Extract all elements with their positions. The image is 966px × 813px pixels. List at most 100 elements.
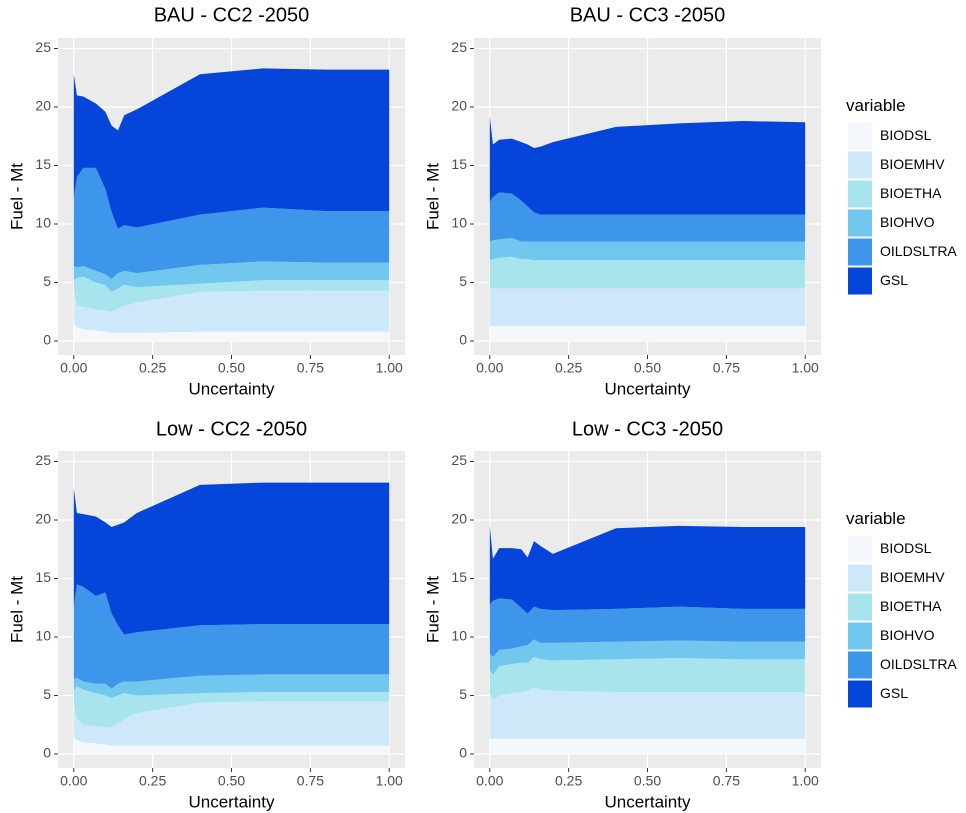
legend-swatch — [848, 238, 872, 266]
legend-label: BIODSL — [880, 540, 932, 556]
area-band — [73, 701, 390, 746]
legend-label: OILDSLTRA — [880, 656, 957, 672]
x-tick-label: 0.75 — [297, 773, 324, 789]
legend: variable BIODSL BIOEMHV BIOETHA BIOHVO OILDSL… — [846, 96, 957, 295]
x-tick-label: 0.50 — [634, 773, 661, 789]
legend-swatch — [848, 209, 872, 237]
y-tick-label: 10 — [451, 628, 467, 644]
x-tick-label: 1.00 — [376, 773, 403, 789]
area-band — [489, 738, 806, 754]
legend-swatch — [848, 267, 872, 295]
y-tick-label: 25 — [451, 452, 467, 468]
y-axis-label: Fuel - Mt — [423, 576, 442, 643]
legend: variable BIODSL BIOEMHV BIOETHA BIOHVO OILDSL… — [846, 509, 957, 708]
area-band — [73, 482, 390, 635]
legend-label: GSL — [880, 272, 908, 288]
x-tick-label: 0.50 — [218, 773, 245, 789]
area-band — [489, 288, 806, 326]
panel: 0 5 10 15 20 25 0.00 0.25 0.50 0.75 1.00 BAU - CC3 … — [423, 4, 821, 398]
area-band — [73, 686, 390, 728]
x-tick-label: 0.25 — [555, 773, 582, 789]
y-tick-label: 20 — [35, 98, 51, 114]
panel: 0 5 10 15 20 25 0.00 0.25 0.50 0.75 1.00 Low - CC2 … — [7, 418, 405, 811]
y-tick-label: 0 — [43, 332, 51, 348]
panel: 0 5 10 15 20 25 0.00 0.25 0.50 0.75 1.00 Low - CC3 … — [423, 418, 821, 811]
x-tick-label: 0.00 — [60, 360, 87, 376]
area-band — [489, 238, 806, 261]
legend-label: BIOETHA — [880, 185, 942, 201]
x-tick-label: 0.00 — [60, 773, 87, 789]
x-tick-label: 0.25 — [139, 773, 166, 789]
area-band — [73, 68, 390, 229]
chart-title: BAU - CC3 -2050 — [570, 4, 726, 26]
y-tick-label: 0 — [459, 332, 467, 348]
y-tick-label: 0 — [459, 745, 467, 761]
legend-swatch — [848, 535, 872, 563]
area-band — [73, 276, 390, 312]
legend-swatch — [848, 680, 872, 708]
legend-swatch — [848, 651, 872, 679]
x-tick-label: 0.75 — [713, 773, 740, 789]
y-tick-label: 5 — [43, 273, 51, 289]
area-band — [73, 584, 390, 689]
area-band — [73, 323, 390, 341]
y-tick-label: 25 — [451, 39, 467, 55]
x-tick-label: 0.00 — [476, 773, 503, 789]
area-band — [73, 167, 390, 279]
y-tick-label: 15 — [451, 156, 467, 172]
x-axis-label: Uncertainty — [605, 792, 691, 811]
legend-label: BIODSL — [880, 127, 932, 143]
legend-label: BIOEMHV — [880, 569, 945, 585]
y-axis-label: Fuel - Mt — [7, 163, 26, 230]
y-tick-label: 20 — [35, 511, 51, 527]
y-tick-label: 25 — [35, 452, 51, 468]
area-band — [73, 261, 390, 292]
y-tick-label: 25 — [35, 39, 51, 55]
area-band — [489, 325, 806, 341]
x-tick-label: 0.50 — [634, 360, 661, 376]
y-tick-label: 15 — [35, 569, 51, 585]
legend-swatch — [848, 622, 872, 650]
legend-label: BIOEMHV — [880, 156, 945, 172]
y-axis-label: Fuel - Mt — [423, 163, 442, 230]
x-tick-label: 1.00 — [376, 360, 403, 376]
x-tick-label: 0.50 — [218, 360, 245, 376]
area-band — [489, 525, 806, 614]
x-tick-label: 0.25 — [139, 360, 166, 376]
y-tick-label: 5 — [459, 686, 467, 702]
y-tick-label: 15 — [451, 569, 467, 585]
legend-label: BIOHVO — [880, 214, 935, 230]
x-axis-label: Uncertainty — [189, 379, 275, 398]
area-band — [489, 116, 806, 215]
x-tick-label: 0.25 — [555, 360, 582, 376]
area-band — [73, 674, 390, 698]
area-band — [489, 656, 806, 701]
x-axis-label: Uncertainty — [189, 792, 275, 811]
area-band — [489, 192, 806, 242]
y-tick-label: 5 — [43, 686, 51, 702]
x-tick-label: 1.00 — [792, 360, 819, 376]
area-band — [73, 288, 390, 333]
panel: 0 5 10 15 20 25 0.00 0.25 0.50 0.75 1.00 BAU - CC2 … — [7, 4, 405, 398]
chart-title: BAU - CC2 -2050 — [154, 4, 310, 26]
chart-title: Low - CC3 -2050 — [572, 418, 723, 440]
x-tick-label: 1.00 — [792, 773, 819, 789]
legend-swatch — [848, 122, 872, 150]
y-tick-label: 15 — [35, 156, 51, 172]
area-band — [489, 256, 806, 289]
legend-swatch — [848, 180, 872, 208]
y-axis-label: Fuel - Mt — [7, 576, 26, 643]
legend-title: variable — [846, 509, 906, 528]
legend-swatch — [848, 564, 872, 592]
legend-title: variable — [846, 96, 906, 115]
y-tick-label: 20 — [451, 98, 467, 114]
y-tick-label: 5 — [459, 273, 467, 289]
y-tick-label: 10 — [451, 215, 467, 231]
legend-label: OILDSLTRA — [880, 243, 957, 259]
chart-title: Low - CC2 -2050 — [156, 418, 307, 440]
y-tick-label: 10 — [35, 628, 51, 644]
area-band — [489, 687, 806, 739]
y-tick-label: 10 — [35, 215, 51, 231]
x-tick-label: 0.75 — [297, 360, 324, 376]
legend-label: BIOETHA — [880, 598, 942, 614]
